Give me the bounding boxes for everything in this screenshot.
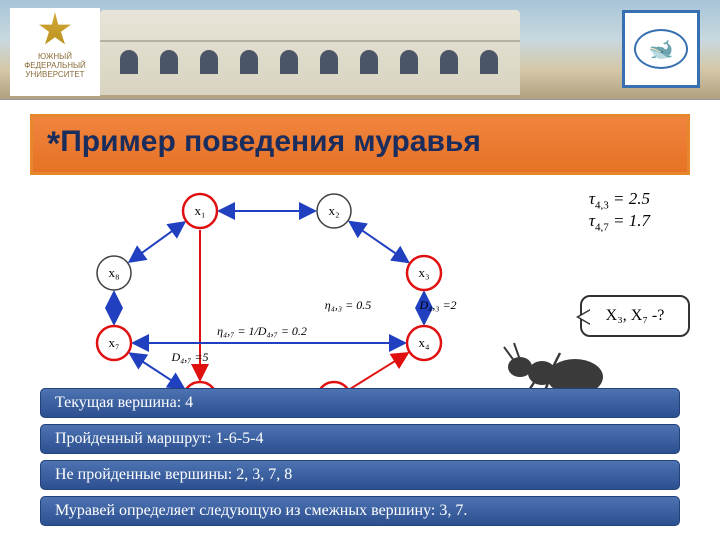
- edge-label: η₄,₇ = 1/D₄,₇ = 0.2: [217, 324, 307, 338]
- graph-node-label: x₁: [194, 203, 205, 218]
- graph-node-label: x₄: [418, 335, 430, 350]
- title-star: *: [47, 125, 60, 163]
- info-current-vertex: Текущая вершина: 4: [40, 388, 680, 418]
- graph-node-label: x₈: [108, 265, 119, 280]
- graph-node-label: x₂: [328, 203, 339, 218]
- tau-43: τ4,3 = 2.5: [589, 189, 650, 211]
- header-photo: ЮЖНЫЙ ФЕДЕРАЛЬНЫЙ УНИВЕРСИТЕТ 🐋: [0, 0, 720, 100]
- speech-bubble: X₃, X₇ -?: [580, 295, 690, 337]
- emblem-logo-right: 🐋: [622, 10, 700, 88]
- title-banner: *Пример поведения муравья: [30, 114, 690, 175]
- logo-text-2: ФЕДЕРАЛЬНЫЙ: [10, 61, 100, 70]
- logo-text-1: ЮЖНЫЙ: [10, 52, 100, 61]
- whale-icon: 🐋: [634, 29, 688, 69]
- building-graphic: [100, 10, 520, 95]
- info-next: Муравей определяет следующую из смежных …: [40, 496, 680, 526]
- graph-edge: [129, 222, 184, 262]
- title-text: Пример поведения муравья: [60, 125, 481, 158]
- speech-text: X₃, X₇ -?: [606, 307, 665, 325]
- edge-label: D₄,₃ =2: [418, 298, 456, 312]
- university-logo-left: ЮЖНЫЙ ФЕДЕРАЛЬНЫЙ УНИВЕРСИТЕТ: [10, 8, 100, 96]
- info-path: Пройденный маршрут: 1-6-5-4: [40, 424, 680, 454]
- crown-icon: [35, 12, 75, 48]
- graph-node-label: x₇: [108, 335, 119, 350]
- info-unvisited: Не пройденные вершины: 2, 3, 7, 8: [40, 460, 680, 490]
- edge-label: D₄,₇ =5: [170, 350, 208, 364]
- graph-node-label: x₃: [418, 265, 429, 280]
- logo-text-3: УНИВЕРСИТЕТ: [10, 70, 100, 79]
- graph-edge: [350, 353, 408, 389]
- tau-formulas: τ4,3 = 2.5 τ4,7 = 1.7: [589, 189, 650, 234]
- info-rows: Текущая вершина: 4 Пройденный маршрут: 1…: [40, 388, 680, 532]
- graph-edge: [350, 222, 409, 262]
- edge-label: η₄,₃ = 0.5: [325, 298, 371, 312]
- tau-47: τ4,7 = 1.7: [589, 211, 650, 233]
